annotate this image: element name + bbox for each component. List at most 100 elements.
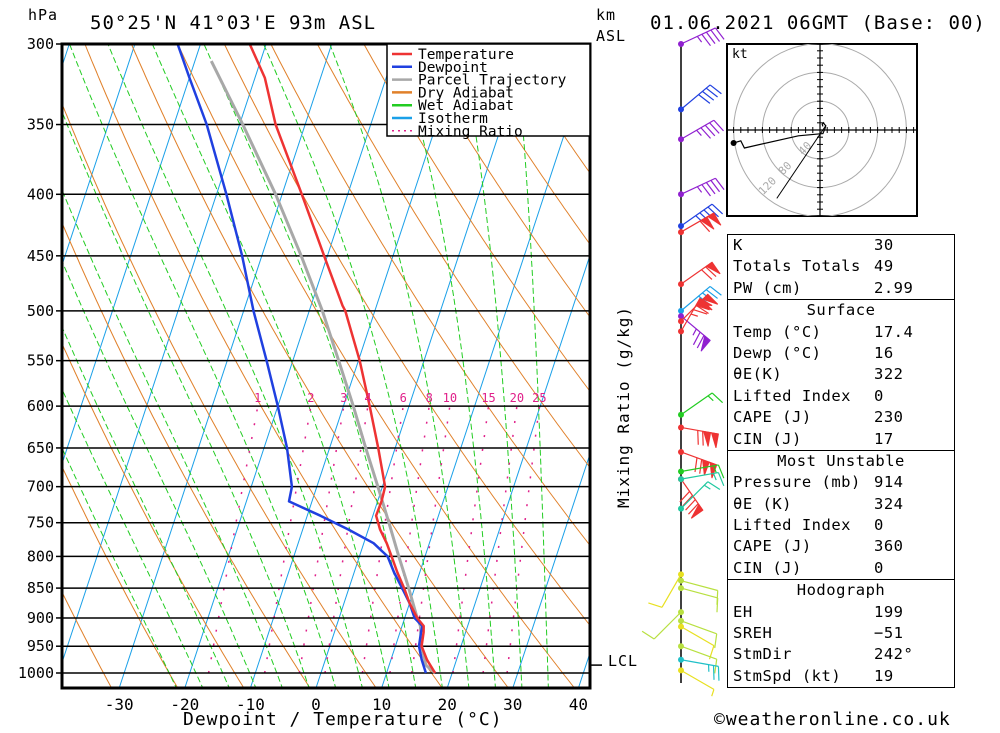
barb-pennant [702, 430, 712, 447]
barb-full [682, 495, 693, 507]
index-row: θE (K) 324 [728, 494, 954, 515]
wind-barb [678, 297, 713, 335]
barb-staff [680, 645, 717, 660]
barb-half [696, 129, 702, 136]
index-value: 30 [874, 236, 894, 254]
index-row: θE(K) 322 [728, 364, 954, 385]
index-value: 2.99 [874, 278, 914, 297]
index-value: 19 [874, 666, 894, 685]
wind-barb [678, 203, 724, 229]
index-label: PW (cm) [733, 278, 802, 297]
mixing-ratio-label: 3 [340, 391, 347, 405]
indices-panel: K 30 Totals Totals 49 PW (cm) 2.99 Surface … [727, 234, 955, 689]
hodograph-trace [733, 121, 827, 149]
index-row: CAPE (J) 360 [728, 536, 954, 557]
barb-full [688, 503, 699, 515]
barb-full [710, 29, 721, 42]
barb-full [707, 206, 719, 218]
barb-full [717, 666, 720, 681]
wind-barb [678, 656, 720, 681]
wind-level-dot [678, 617, 684, 624]
wet-adiabat-line [460, 44, 523, 688]
dry-adiabat-line [502, 44, 590, 174]
index-label: Dewp (°C) [733, 343, 822, 362]
wet-adiabat-line [397, 44, 496, 688]
mixing-ratio-label: 10 [443, 391, 457, 405]
wind-level-dot [678, 411, 684, 418]
legend-label: Parcel Trajectory [418, 73, 567, 89]
wind-level-dot [678, 609, 684, 616]
index-row: SREH −51 [728, 623, 954, 644]
y-tick-label: 650 [27, 439, 54, 457]
index-label: Pressure (mb) [733, 473, 861, 492]
wind-barb [678, 293, 719, 325]
index-row: PW (cm) 2.99 [728, 278, 954, 299]
plot-frame [60, 42, 592, 690]
wet-adiabat-line [62, 446, 177, 688]
wet-adiabat-line [151, 44, 390, 688]
hodograph-section-title: Hodograph [796, 581, 886, 600]
storm-motion-line [776, 125, 827, 199]
wind-barb [678, 177, 725, 198]
wind-level-dot [678, 313, 684, 320]
x-tick-label: 40 [569, 695, 588, 714]
index-row: Lifted Index 0 [728, 515, 954, 536]
wet-adiabat-line [262, 44, 443, 688]
x-tick-label: 0 [311, 695, 321, 714]
y-tick-label: 600 [27, 397, 54, 415]
index-label: Lifted Index [733, 386, 851, 405]
legend-label: Wet Adiabat [418, 98, 514, 114]
barb-staff [680, 587, 718, 599]
barb-full [641, 630, 655, 640]
mixing-ratio-label: 20 [510, 391, 524, 405]
barb-full [699, 220, 711, 233]
barb-staff [680, 27, 716, 45]
km-label: km [596, 6, 617, 24]
barb-full [716, 597, 719, 613]
barb-half [712, 465, 717, 473]
barb-full [713, 119, 724, 132]
wind-level-dot [678, 656, 684, 663]
isotherm-line [315, 44, 529, 688]
barb-full [714, 633, 718, 649]
y-tick-label: 300 [27, 35, 54, 53]
x-tick-label: 30 [503, 695, 522, 714]
temperature-line [248, 44, 437, 674]
wind-level-dot [678, 229, 684, 236]
mixing-ratio-label: 8 [426, 391, 433, 405]
wind-level-dot [678, 318, 684, 325]
barb-full [696, 305, 709, 314]
wind-level-dot [678, 476, 684, 483]
wind-level-dot [678, 468, 684, 475]
pressure-axis: 300 350 400 450 500 550 600 650 700 750 800 850 900 9… [18, 35, 602, 682]
barb-full [698, 94, 711, 104]
barb-full [712, 665, 715, 680]
legend-box [386, 43, 591, 137]
hodograph-end-dot [730, 139, 737, 146]
mixing-ratio-label: 4 [364, 391, 371, 405]
barb-full [700, 127, 711, 139]
wind-level-dot [678, 222, 684, 229]
wind-barb [678, 261, 721, 288]
index-label: K [733, 236, 743, 254]
y-tick-label: 850 [27, 579, 54, 597]
barb-half [711, 689, 715, 697]
datetime-title: 01.06.2021 06GMT (Base: 00) [650, 12, 986, 34]
index-row: EH 199 [728, 602, 954, 623]
barb-pennant [700, 335, 711, 352]
barb-full [695, 304, 710, 311]
dry-adiabat-line [223, 44, 590, 627]
barb-full [717, 472, 725, 487]
y-tick-label: 1000 [18, 664, 54, 682]
barb-full [710, 179, 721, 193]
wind-barb [678, 27, 725, 47]
dry-adiabat-line [62, 102, 377, 688]
wind-barb [678, 212, 722, 236]
mixing-ratio-axis-label: Mixing Ratio (g/kg) [614, 305, 633, 508]
dry-adiabat-line [62, 465, 179, 688]
x-tick-label: 10 [372, 695, 391, 714]
dry-adiabat-line [363, 44, 590, 393]
wind-barb [648, 571, 684, 608]
barb-full [692, 331, 701, 346]
